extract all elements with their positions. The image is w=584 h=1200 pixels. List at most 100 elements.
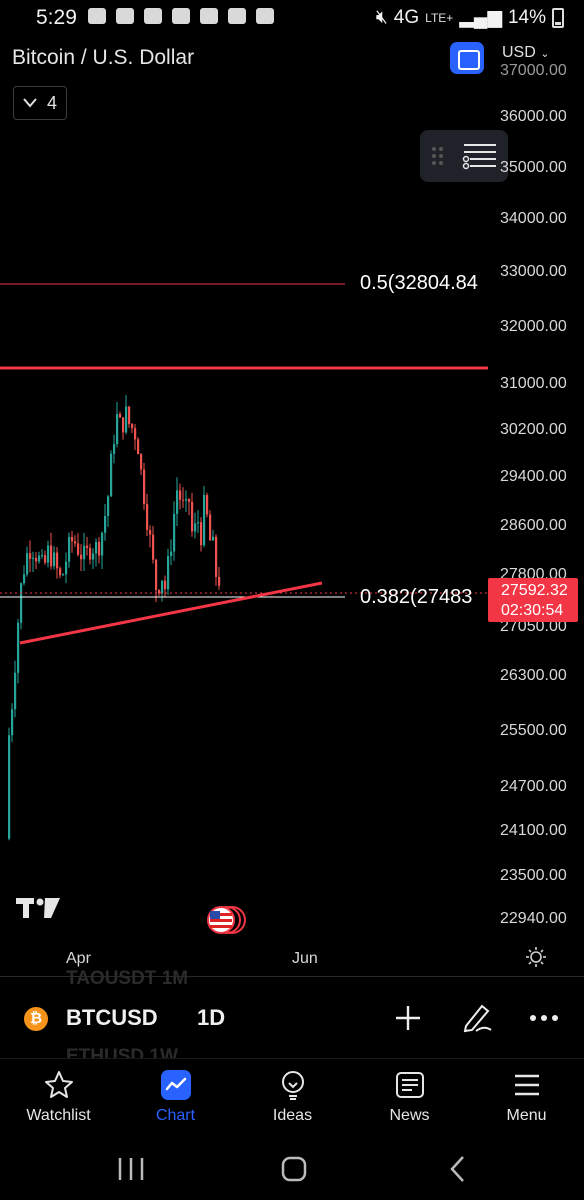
nav-news[interactable]: News	[351, 1059, 468, 1139]
candle-body	[8, 735, 11, 839]
drag-handle-icon[interactable]	[432, 147, 444, 165]
candle-body	[89, 548, 92, 560]
candle-body	[203, 494, 206, 546]
candle-body	[38, 555, 41, 562]
candle-body	[14, 672, 17, 710]
candle-body	[209, 514, 212, 541]
candle-body	[140, 454, 143, 470]
object-tree-icon[interactable]	[460, 140, 500, 172]
candle-body	[83, 545, 86, 560]
star-icon	[45, 1071, 73, 1098]
indicators-collapse-button[interactable]: 4	[13, 86, 67, 120]
candle-body	[158, 590, 161, 594]
candle-body	[116, 413, 119, 445]
add-contact-icon	[116, 8, 134, 24]
add-icon[interactable]	[394, 1004, 422, 1032]
candle-body	[110, 453, 113, 497]
symbol-picker-next[interactable]: ETHUSD 1W	[66, 1046, 178, 1058]
candle-body	[17, 622, 20, 673]
candle-body	[101, 532, 104, 556]
home-icon[interactable]	[281, 1156, 307, 1182]
status-bar: 5:29 🔇︎ 4G LTE+ ▂▄▆ 14%	[0, 0, 584, 36]
candle-body	[20, 583, 23, 623]
interval-selector[interactable]: 1D	[197, 1005, 226, 1030]
price-axis-label: 25500.00	[500, 722, 567, 739]
candle-body	[161, 580, 164, 594]
candle-body	[176, 490, 179, 514]
symbol-picker-prev[interactable]: TAOUSDT 1M	[66, 968, 189, 989]
back-icon[interactable]	[450, 1156, 464, 1182]
candle-body	[77, 543, 80, 555]
lightbulb-icon	[282, 1071, 304, 1100]
nav-menu[interactable]: Menu	[468, 1059, 584, 1139]
tradingview-logo-icon[interactable]	[15, 896, 61, 920]
status-time: 5:29	[36, 6, 77, 29]
price-axis-label: 27050.00	[500, 618, 567, 635]
candle-body	[152, 534, 155, 560]
time-axis-label: Jun	[292, 950, 318, 967]
nav-label: Watchlist	[26, 1107, 91, 1124]
candle-body	[56, 552, 59, 569]
chart-settings-icon[interactable]	[525, 946, 547, 968]
candle-body	[65, 561, 68, 575]
gallery-icon	[200, 8, 218, 24]
candle-body	[107, 496, 110, 516]
nav-watchlist[interactable]: Watchlist	[0, 1059, 117, 1139]
trend-line[interactable]	[19, 581, 323, 645]
price-axis-label: 36000.00	[500, 108, 567, 125]
us-events-flag-icon[interactable]	[202, 905, 248, 935]
candle-body	[188, 499, 191, 502]
candle-body	[50, 545, 53, 567]
nav-ideas[interactable]: Ideas	[234, 1059, 351, 1139]
candle-body	[59, 568, 62, 576]
message-icon	[88, 8, 106, 24]
candle-body	[35, 557, 38, 562]
candle-body	[191, 501, 194, 532]
more-icon[interactable]	[528, 1010, 560, 1026]
candle-body	[119, 413, 122, 418]
candle-body	[71, 536, 74, 542]
candle-body	[167, 555, 170, 590]
candle-body	[92, 553, 95, 560]
price-axis-label: 22940.00	[500, 910, 567, 927]
candle-body	[146, 504, 149, 530]
recent-apps-icon[interactable]	[118, 1158, 144, 1180]
candle-body	[113, 444, 116, 454]
current-price-badge: 27592.32 02:30:54	[488, 578, 578, 622]
symbol-selector[interactable]: BTCUSD	[66, 1005, 158, 1030]
fullscreen-button[interactable]	[450, 42, 484, 74]
chart-icon	[161, 1070, 191, 1100]
candle-body	[149, 529, 152, 535]
candle-body	[125, 406, 128, 433]
price-axis-label: 34000.00	[500, 210, 567, 227]
candle-body	[155, 559, 158, 591]
bottom-navigation: Watchlist Chart Ideas News Me	[0, 1058, 584, 1138]
battery-icon	[552, 7, 564, 28]
candle-body	[179, 490, 182, 500]
candle-body	[173, 513, 176, 552]
nav-chart[interactable]: Chart	[117, 1059, 234, 1139]
currency-selector[interactable]: USD ⌄	[502, 44, 549, 62]
candle-body	[185, 499, 188, 501]
hamburger-icon	[515, 1074, 539, 1096]
chevron-down-icon	[23, 98, 37, 108]
bar-countdown: 02:30:54	[501, 602, 564, 619]
candle-body	[218, 576, 221, 586]
price-axis-label: 31000.00	[500, 375, 567, 392]
price-axis-label: 35000.00	[500, 159, 567, 176]
candle-body	[215, 536, 218, 577]
price-axis-label: 24100.00	[500, 822, 567, 839]
candle-body	[143, 469, 146, 505]
candle-body	[200, 522, 203, 546]
candle-body	[32, 557, 35, 559]
floating-drawing-toolbar[interactable]	[420, 130, 508, 182]
drawing-tool-icon[interactable]	[460, 1000, 494, 1034]
price-axis-label: 24700.00	[500, 778, 567, 795]
price-chart[interactable]	[0, 0, 584, 976]
candle-body	[23, 574, 26, 584]
candle-body	[95, 541, 98, 554]
nav-label: News	[389, 1107, 430, 1124]
candle-body	[68, 536, 71, 562]
newspaper-icon	[396, 1072, 424, 1098]
candle-body	[128, 406, 131, 424]
